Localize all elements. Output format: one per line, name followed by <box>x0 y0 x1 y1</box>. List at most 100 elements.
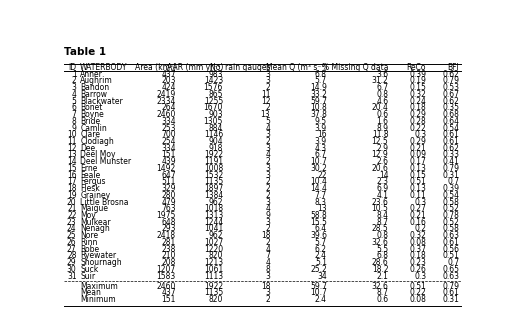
Text: Shournagh: Shournagh <box>80 258 122 267</box>
Text: 0.27: 0.27 <box>409 204 426 213</box>
Text: 6.2: 6.2 <box>315 245 327 254</box>
Text: 0.13: 0.13 <box>409 184 426 193</box>
Text: 0.24: 0.24 <box>409 97 426 106</box>
Text: 0.79: 0.79 <box>442 164 459 173</box>
Text: Boyne: Boyne <box>80 110 104 119</box>
Text: 0.35: 0.35 <box>442 103 459 112</box>
Text: 25: 25 <box>67 231 77 240</box>
Text: 9: 9 <box>265 211 270 220</box>
Text: 0.63: 0.63 <box>442 271 459 281</box>
Text: Suck: Suck <box>80 265 98 274</box>
Text: 3.9: 3.9 <box>315 124 327 132</box>
Text: 10.7: 10.7 <box>310 157 327 166</box>
Text: 0.32: 0.32 <box>409 90 426 99</box>
Text: 0.79: 0.79 <box>442 282 459 291</box>
Text: 0.51: 0.51 <box>409 177 426 186</box>
Text: 3: 3 <box>265 164 270 173</box>
Text: Blackwater: Blackwater <box>80 97 123 106</box>
Text: 0.16: 0.16 <box>409 218 426 227</box>
Text: 1207: 1207 <box>157 265 176 274</box>
Text: Erne: Erne <box>80 164 97 173</box>
Text: 8.7: 8.7 <box>376 218 389 227</box>
Text: 59.7: 59.7 <box>310 282 327 291</box>
Text: 27: 27 <box>67 245 77 254</box>
Text: 1922: 1922 <box>204 151 223 160</box>
Text: 424: 424 <box>161 83 176 92</box>
Text: 12: 12 <box>261 97 270 106</box>
Text: 32.6: 32.6 <box>372 238 389 247</box>
Text: 0.6: 0.6 <box>376 295 389 304</box>
Text: 0.23: 0.23 <box>409 258 426 267</box>
Text: WATERBODY: WATERBODY <box>80 63 127 72</box>
Text: 4: 4 <box>265 124 270 132</box>
Text: 0.29: 0.29 <box>409 110 426 119</box>
Text: 1135: 1135 <box>204 288 223 297</box>
Text: 20.4: 20.4 <box>372 103 389 112</box>
Text: 0.8: 0.8 <box>376 231 389 240</box>
Text: 8.4: 8.4 <box>376 211 389 220</box>
Text: 3: 3 <box>265 271 270 281</box>
Text: 254: 254 <box>161 137 176 146</box>
Text: Moy: Moy <box>80 211 96 220</box>
Text: 1313: 1313 <box>204 211 223 220</box>
Text: 1897: 1897 <box>204 184 223 193</box>
Text: 437: 437 <box>161 288 176 297</box>
Text: 3: 3 <box>265 218 270 227</box>
Text: 5.7: 5.7 <box>315 76 327 85</box>
Text: 2: 2 <box>266 103 270 112</box>
Text: 0.51: 0.51 <box>442 251 459 260</box>
Text: 2460: 2460 <box>156 282 176 291</box>
Text: Grainey: Grainey <box>80 191 110 200</box>
Text: 281: 281 <box>161 238 176 247</box>
Text: 0.68: 0.68 <box>442 110 459 119</box>
Text: 0.08: 0.08 <box>409 295 426 304</box>
Text: 13: 13 <box>317 204 327 213</box>
Text: 13: 13 <box>67 151 77 160</box>
Text: 903: 903 <box>208 110 223 119</box>
Text: 18: 18 <box>67 184 77 193</box>
Text: 16: 16 <box>67 171 77 180</box>
Text: 39.6: 39.6 <box>310 231 327 240</box>
Text: 14: 14 <box>379 171 389 180</box>
Text: 0.3: 0.3 <box>414 130 426 139</box>
Text: 7: 7 <box>72 110 77 119</box>
Text: Bandon: Bandon <box>80 83 109 92</box>
Text: 2.9: 2.9 <box>376 144 389 153</box>
Text: Little Brosna: Little Brosna <box>80 198 129 207</box>
Text: Mean Q (m³ s⁻¹): Mean Q (m³ s⁻¹) <box>266 63 327 72</box>
Text: 0.3: 0.3 <box>414 271 426 281</box>
Text: 20.6: 20.6 <box>372 164 389 173</box>
Text: 12.9: 12.9 <box>372 151 389 160</box>
Text: 2.3: 2.3 <box>376 177 389 186</box>
Text: 20: 20 <box>67 198 77 207</box>
Text: 1.6: 1.6 <box>376 117 389 126</box>
Text: 23: 23 <box>67 218 77 227</box>
Text: 1583: 1583 <box>157 271 176 281</box>
Text: 28.5: 28.5 <box>372 224 389 234</box>
Text: 0.28: 0.28 <box>410 117 426 126</box>
Text: 0.62: 0.62 <box>442 97 459 106</box>
Text: 0.08: 0.08 <box>409 238 426 247</box>
Text: Maigue: Maigue <box>80 204 108 213</box>
Text: 4.3: 4.3 <box>315 144 327 153</box>
Text: 0.54: 0.54 <box>442 191 459 200</box>
Text: 11.8: 11.8 <box>372 130 389 139</box>
Text: 820: 820 <box>209 251 223 260</box>
Text: 0.79: 0.79 <box>442 76 459 85</box>
Text: 2.4: 2.4 <box>315 251 327 260</box>
Text: 23.6: 23.6 <box>372 198 389 207</box>
Text: Feale: Feale <box>80 171 100 180</box>
Text: 1922: 1922 <box>204 282 223 291</box>
Text: 14.9: 14.9 <box>310 83 327 92</box>
Text: 9: 9 <box>72 124 77 132</box>
Text: 1213: 1213 <box>204 258 223 267</box>
Text: 0.21: 0.21 <box>410 211 426 220</box>
Text: 647: 647 <box>161 171 176 180</box>
Text: 5: 5 <box>72 97 77 106</box>
Text: 1113: 1113 <box>204 271 223 281</box>
Text: Robe: Robe <box>80 245 99 254</box>
Text: 1008: 1008 <box>204 164 223 173</box>
Text: 0.62: 0.62 <box>442 70 459 79</box>
Text: 0.53: 0.53 <box>442 83 459 92</box>
Text: 18: 18 <box>261 231 270 240</box>
